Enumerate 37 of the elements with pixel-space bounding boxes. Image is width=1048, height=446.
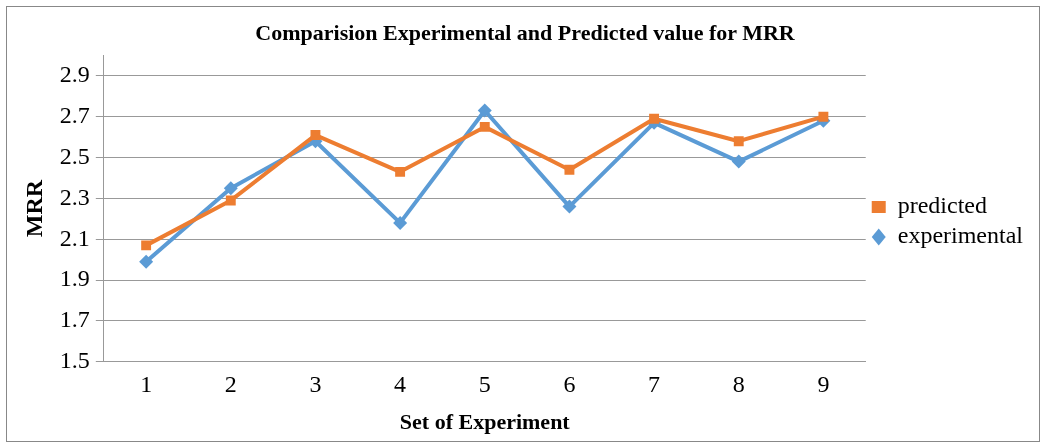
y-tick-label: 1.9: [59, 265, 90, 292]
point: [562, 199, 577, 214]
legend-label: predicted: [897, 192, 988, 219]
point: [310, 130, 321, 141]
y-tick-label: 2.5: [59, 142, 90, 169]
point: [225, 195, 236, 206]
point: [564, 164, 575, 175]
chart-title: Comparision Experimental and Predicted value for MRR: [255, 19, 796, 45]
x-tick-label: 7: [648, 371, 661, 398]
point: [731, 154, 746, 169]
point: [395, 166, 406, 177]
x-tick-label: 5: [478, 371, 491, 398]
point: [649, 113, 660, 124]
point: [393, 215, 408, 230]
x-tick-label: 6: [563, 371, 576, 398]
x-tick-label: 1: [140, 371, 153, 398]
y-tick-label: 1.5: [59, 347, 90, 374]
y-tick-label: 2.1: [59, 224, 90, 251]
point: [477, 103, 492, 118]
y-axis-title: MRR: [20, 179, 47, 238]
point: [818, 111, 829, 122]
point: [479, 121, 490, 132]
y-tick-label: 2.9: [59, 61, 90, 88]
x-tick-label: 9: [817, 371, 830, 398]
x-tick-label: 3: [309, 371, 322, 398]
y-tick-label: 2.7: [59, 101, 90, 128]
y-tick-label: 1.7: [59, 306, 90, 333]
x-tick-label: 4: [394, 371, 407, 398]
point: [141, 240, 152, 251]
legend-label: experimental: [897, 222, 1024, 249]
x-axis-title: Set of Experiment: [399, 409, 571, 435]
x-tick-label: 8: [732, 371, 745, 398]
x-tick-label: 2: [224, 371, 237, 398]
point: [139, 254, 154, 269]
point: [223, 181, 238, 196]
point: [733, 136, 744, 147]
y-tick-label: 2.3: [59, 183, 90, 210]
